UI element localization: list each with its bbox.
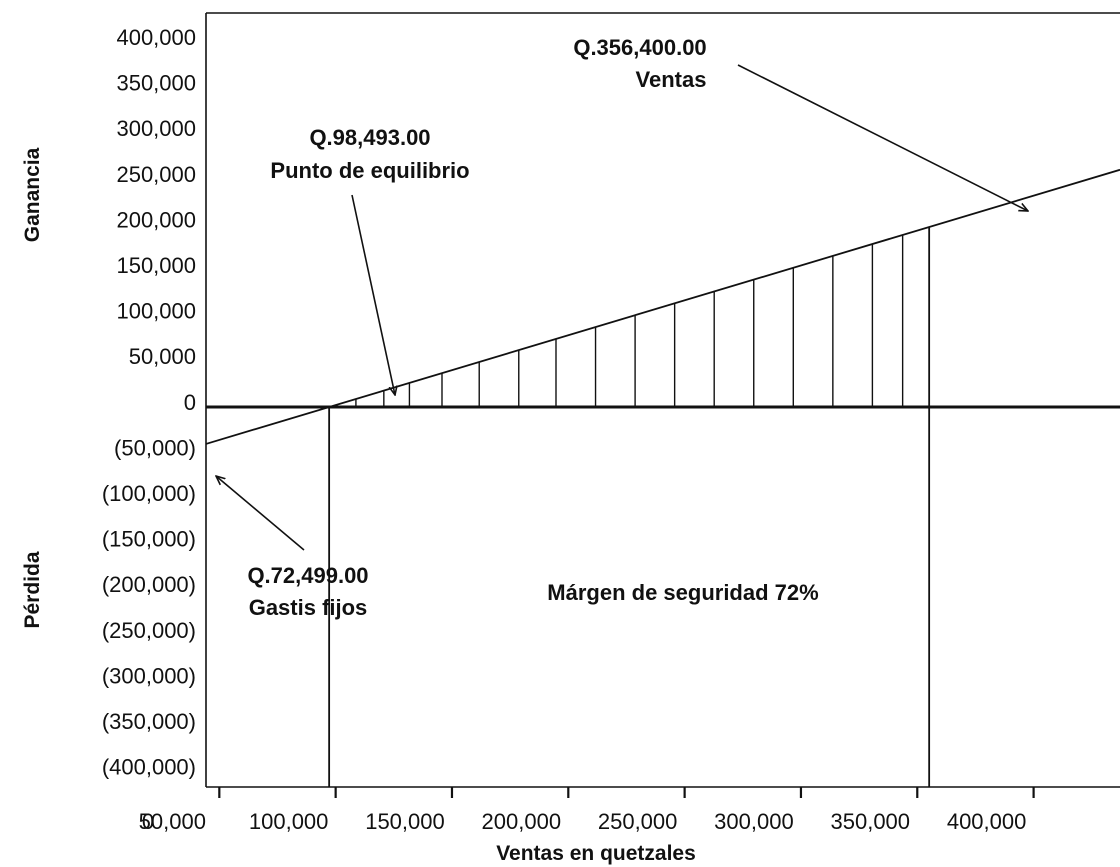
x-tick-label: 250,000: [598, 809, 678, 834]
x-tick-label: 0: [142, 809, 154, 834]
y-tick-label: 250,000: [116, 162, 196, 187]
y-tick-label: (400,000): [102, 755, 196, 780]
x-tick-label: 400,000: [947, 809, 1027, 834]
x-tick-label: 300,000: [714, 809, 794, 834]
profit-line: [205, 168, 1120, 445]
x-tick-label: 100,000: [249, 809, 329, 834]
profit-hatch-lines: [355, 234, 904, 407]
y-tick-label: (50,000): [114, 435, 196, 460]
y-tick-label: 400,000: [116, 25, 196, 50]
x-tick-label: 350,000: [831, 809, 911, 834]
y-tick-label: 200,000: [116, 207, 196, 232]
annotation-ventas-value: Q.356,400.00: [573, 35, 706, 60]
y-tick-label: 100,000: [116, 299, 196, 324]
y-tick-label: (300,000): [102, 663, 196, 688]
y-axis-title-ganancia: Ganancia: [21, 147, 44, 242]
x-axis-title: Ventas en quetzales: [496, 842, 696, 865]
y-tick-labels: 400,000 350,000 300,000 250,000 200,000 150,0…: [102, 25, 196, 780]
x-tick-label: 50,000: [139, 809, 206, 834]
x-tick-label: 200,000: [482, 809, 562, 834]
annotation-ventas-label: Ventas: [636, 67, 707, 92]
y-tick-label: (200,000): [102, 572, 196, 597]
y-tick-label: 50,000: [129, 344, 196, 369]
annotation-margen: Márgen de seguridad 72%: [547, 580, 818, 605]
annotation-equilibrio-label: Punto de equilibrio: [270, 158, 469, 183]
y-tick-label: (100,000): [102, 481, 196, 506]
y-tick-label: 300,000: [116, 116, 196, 141]
y-axis-title-perdida: Pérdida: [21, 551, 44, 628]
x-tick-marks: [218, 787, 1035, 798]
y-tick-label: (250,000): [102, 618, 196, 643]
x-tick-labels: 050,000 100,000 150,000 200,000 250,000 300,0…: [139, 809, 1027, 834]
reference-lines: [328, 227, 931, 787]
annotation-ventas-arrow: [737, 64, 1028, 211]
annotation-fijos-arrow: [216, 476, 305, 551]
annotation-fijos-label: Gastis fijos: [249, 595, 368, 620]
y-tick-label: (350,000): [102, 709, 196, 734]
annotation-equilibrio-arrow: [351, 194, 395, 395]
annotation-fijos-value: Q.72,499.00: [247, 563, 368, 588]
y-tick-label: (150,000): [102, 527, 196, 552]
x-tick-label: 150,000: [365, 809, 445, 834]
y-tick-label: 350,000: [116, 71, 196, 96]
annotation-equilibrio-value: Q.98,493.00: [309, 125, 430, 150]
y-tick-label: 0: [184, 390, 196, 415]
y-tick-label: 150,000: [116, 253, 196, 278]
